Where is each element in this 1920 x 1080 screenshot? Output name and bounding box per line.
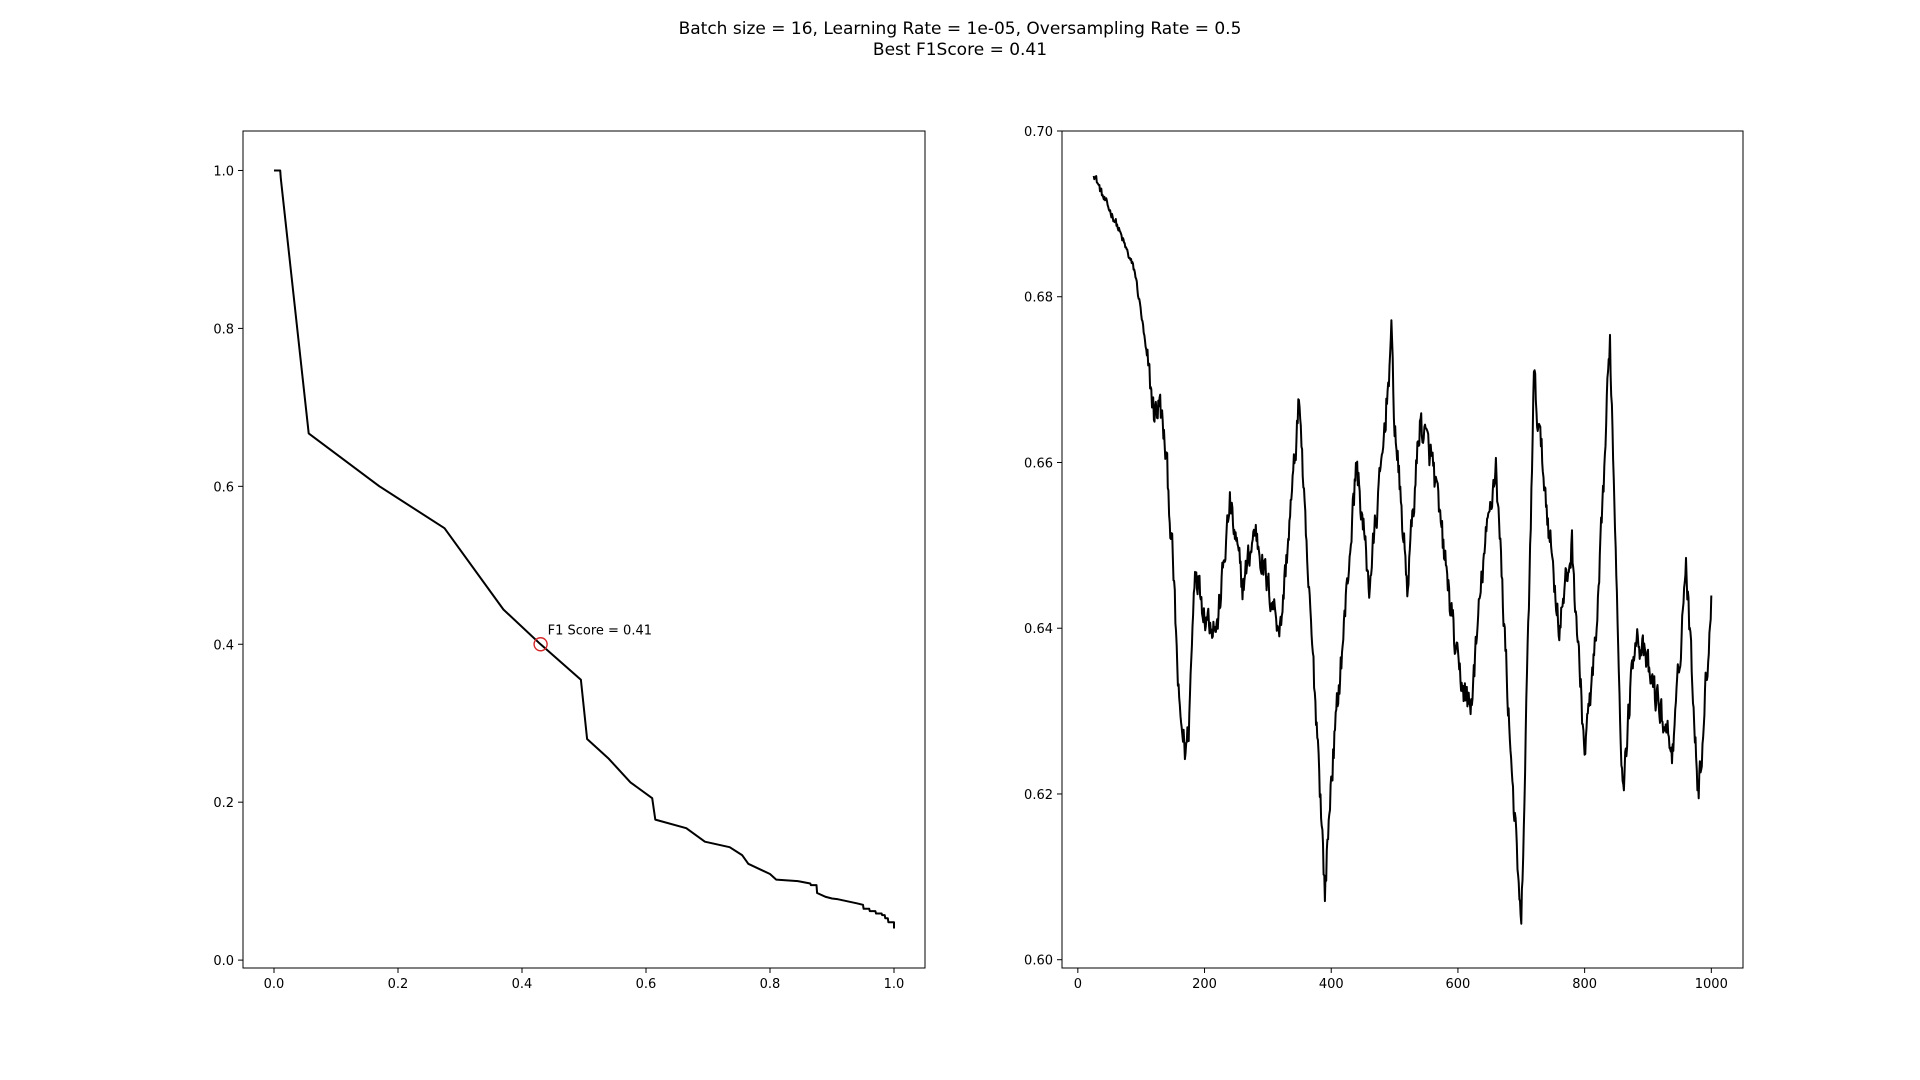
x-tick-label: 0.2 — [388, 977, 409, 992]
y-tick-label: 0.0 — [213, 954, 234, 969]
x-tick-label: 0.6 — [636, 977, 657, 992]
x-tick-label: 200 — [1192, 977, 1217, 992]
plot-frame — [1061, 130, 1744, 969]
x-tick-label: 400 — [1319, 977, 1344, 992]
best-f1-annotation: F1 Score = 0.41 — [548, 623, 652, 638]
y-tick-label: 1.0 — [213, 164, 234, 179]
y-tick-label: 0.2 — [213, 796, 234, 811]
loss-curve-line — [1092, 175, 1713, 925]
x-tick-label: 800 — [1572, 977, 1597, 992]
y-tick-label: 0.70 — [1024, 125, 1053, 140]
pr-curve-line — [274, 169, 895, 929]
x-tick-label: 0.4 — [512, 977, 533, 992]
x-tick-label: 600 — [1446, 977, 1471, 992]
loss-curve-axes: 0 200 400 600 800 1000 0.60 0.62 0.64 0.66 0.68 0.7… — [1024, 125, 1744, 992]
y-tick-label: 0.6 — [213, 480, 234, 495]
figure-title-line-2: Best F1Score = 0.41 — [872, 40, 1048, 60]
y-tick-label: 0.4 — [213, 638, 234, 653]
y-tick-label: 0.68 — [1024, 291, 1053, 306]
x-tick-label: 0 — [1074, 977, 1082, 992]
y-tick-label: 0.62 — [1024, 788, 1053, 803]
x-tick-label: 0.0 — [264, 977, 285, 992]
x-tick-label: 1000 — [1695, 977, 1728, 992]
x-tick-label: 1.0 — [884, 977, 905, 992]
y-tick-label: 0.64 — [1024, 622, 1053, 637]
figure-title-line-1: Batch size = 16, Learning Rate = 1e-05, … — [678, 19, 1242, 39]
x-tick-label: 0.8 — [760, 977, 781, 992]
best-f1-marker — [533, 637, 548, 652]
y-tick-label: 0.8 — [213, 322, 234, 337]
y-tick-label: 0.66 — [1024, 456, 1053, 471]
y-tick-label: 0.60 — [1024, 954, 1053, 969]
pr-curve-axes: 0.0 0.2 0.4 0.6 0.8 1.0 0.0 0.2 0.4 0.6 0.8 1.0 F1 S… — [213, 130, 926, 992]
plot-frame — [242, 130, 926, 969]
